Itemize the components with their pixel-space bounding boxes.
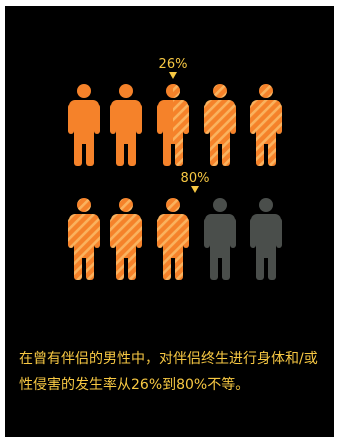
- person-icon: [68, 84, 100, 166]
- infographic-panel: 26% 80% 在曾有伴侣的男性中，对伴侣终生进行身体和/或性侵害的发生率从26%…: [5, 6, 334, 437]
- person-icon: [110, 84, 142, 166]
- person-icon: [157, 198, 189, 280]
- percent-marker-icon: [191, 186, 199, 193]
- caption-text: 在曾有伴侣的男性中，对伴侣终生进行身体和/或性侵害的发生率从26%到80%不等。: [19, 351, 318, 393]
- pictograph-row-1: 26%: [68, 57, 282, 166]
- person-icon: [250, 84, 282, 166]
- person-icon: [157, 84, 189, 166]
- person-icon: [204, 84, 236, 166]
- percent-marker-icon: [169, 72, 177, 79]
- pictograph-row-2: 80%: [68, 171, 282, 280]
- person-icon: [250, 198, 282, 280]
- percent-label: 26%: [159, 57, 188, 72]
- person-icon: [204, 198, 236, 280]
- pictograph-chart: 26% 80%: [68, 57, 282, 280]
- person-icon: [68, 198, 100, 280]
- percent-label: 80%: [181, 171, 210, 186]
- person-icon: [110, 198, 142, 280]
